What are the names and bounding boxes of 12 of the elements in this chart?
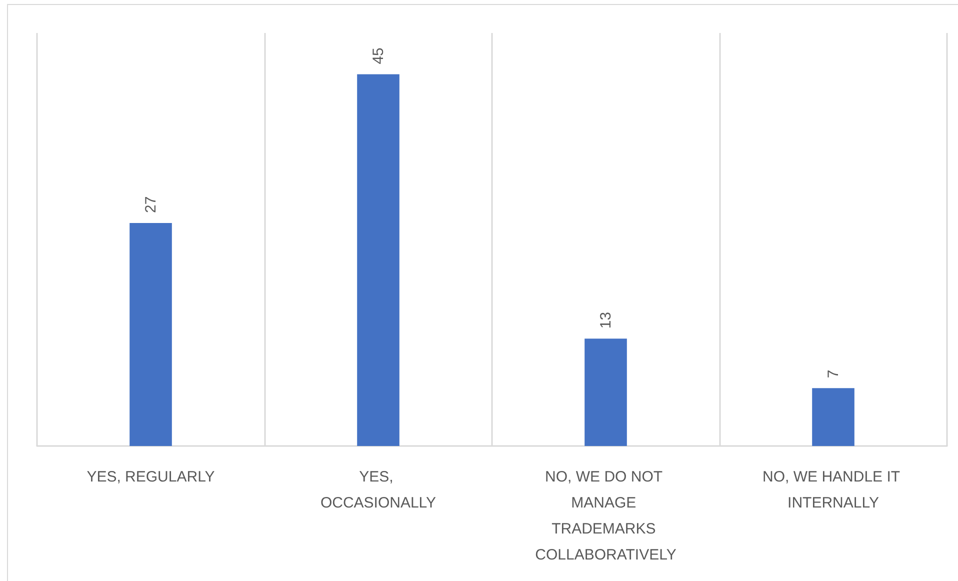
x-tick-label: NO, WE HANDLE IT INTERNALLY <box>762 468 904 512</box>
x-tick-label: YES, REGULARLY <box>86 468 215 486</box>
x-tick-label: NO, WE DO NOT MANAGE TRADEMARKS COLLABORATIVELY <box>535 468 676 564</box>
x-tick-label: YES, OCCASIONALLY <box>320 468 436 512</box>
data-label: 27 <box>142 196 160 213</box>
bar <box>584 338 627 446</box>
data-label: 45 <box>370 48 387 64</box>
bar <box>357 74 400 446</box>
data-label: 13 <box>597 312 614 329</box>
data-label: 7 <box>824 370 842 378</box>
bar <box>130 222 172 446</box>
bar <box>812 388 854 446</box>
